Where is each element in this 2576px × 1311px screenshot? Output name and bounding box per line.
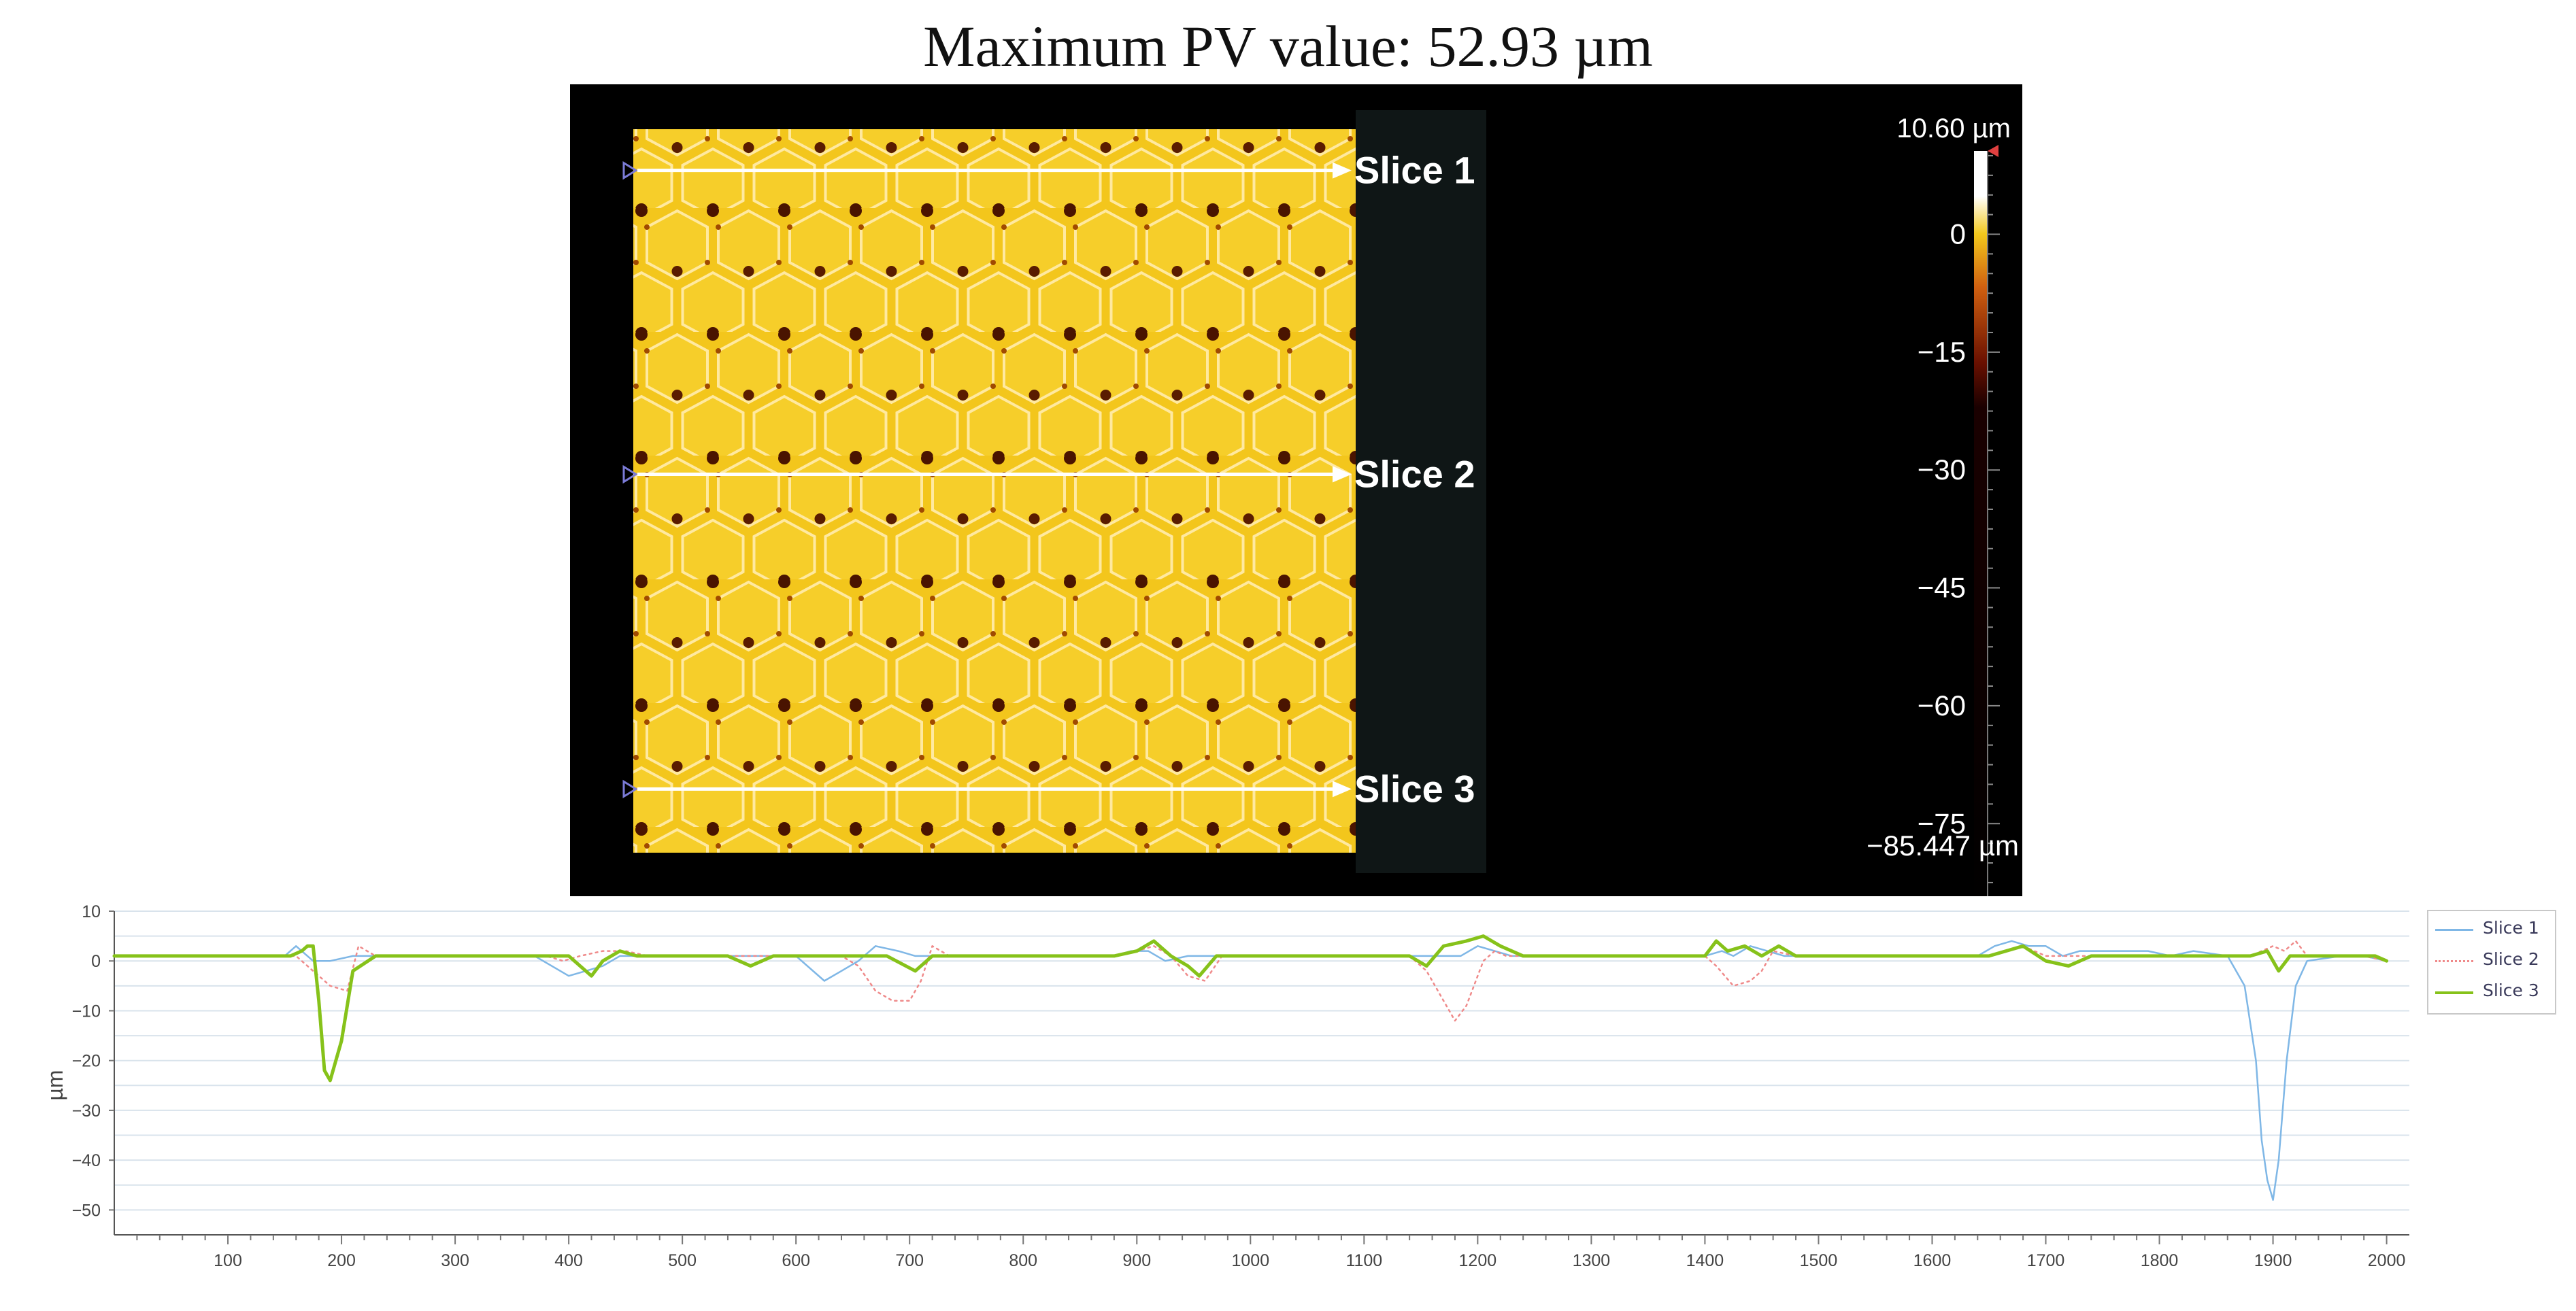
y-tick-label: −30	[72, 1102, 101, 1121]
legend-swatch-slice-2	[2435, 960, 2473, 962]
chart-legend: Slice 1 Slice 2 Slice 3	[2427, 910, 2556, 1015]
series-layer	[112, 934, 2389, 1201]
x-tick-label: 1100	[1345, 1251, 1382, 1270]
colorbar-tick-label: 0	[1950, 218, 1966, 250]
slices-layer: Slice 1 Slice 2 Slice 3	[622, 149, 1475, 810]
x-tick-label: 1600	[1913, 1251, 1952, 1270]
legend-label-slice-3: Slice 3	[2483, 981, 2539, 1000]
x-tick-label: 900	[1122, 1251, 1151, 1270]
height-map-panel: Slice 1 Slice 2 Slice 3 10.60 µm −85.447 µm…	[570, 84, 2022, 896]
x-tick-label: 700	[895, 1251, 924, 1270]
x-tick-label: 400	[554, 1251, 583, 1270]
slice-1-arrowhead	[1333, 162, 1352, 179]
x-tick-label: 1000	[1231, 1251, 1269, 1270]
colorbar: 10.60 µm −85.447 µm 0 −15 −30 −45 −60 −75	[1867, 114, 2019, 896]
slice-3-arrowhead	[1333, 781, 1352, 798]
axes-layer: 100 200 300 400 500 600 700 800 900 1000 1100 1200 1…	[72, 902, 2409, 1270]
y-tick-label: −50	[72, 1201, 101, 1220]
x-tick-label: 800	[1009, 1251, 1037, 1270]
legend-label-slice-1: Slice 1	[2483, 918, 2539, 938]
page-title: Maximum PV value: 52.93 µm	[923, 14, 1653, 79]
slice-2-arrowhead	[1333, 466, 1352, 483]
x-tick-label: 500	[668, 1251, 697, 1270]
y-tick-label: −10	[72, 1002, 101, 1021]
slice-1-label: Slice 1	[1354, 149, 1475, 192]
colorbar-tick-label: −45	[1918, 572, 1966, 604]
y-tick-label: −40	[72, 1151, 101, 1170]
height-map-image: Slice 1 Slice 2 Slice 3 10.60 µm −85.447 µm…	[622, 110, 2019, 896]
colorbar-max-marker	[1988, 145, 1998, 157]
x-tick-label: 1300	[1573, 1251, 1611, 1270]
profile-chart: 100 200 300 400 500 600 700 800 900 1000 1100 1200 1…	[43, 902, 2409, 1270]
colorbar-tick-label: −30	[1918, 454, 1966, 486]
colorbar-tick-label: −75	[1918, 807, 1966, 839]
y-tick-label: 10	[82, 902, 101, 921]
x-tick-label: 1900	[2254, 1251, 2292, 1270]
colorbar-tick-label: −15	[1918, 336, 1966, 368]
map-right-strip	[1356, 110, 1486, 873]
y-tick-label: −20	[72, 1052, 101, 1071]
x-tick-label: 600	[782, 1251, 810, 1270]
colorbar-min-label: −85.447 µm	[1867, 830, 2019, 862]
series-line-slice-2	[113, 940, 2388, 1022]
surface-area	[633, 129, 1356, 853]
x-tick-label: 1200	[1459, 1251, 1497, 1270]
slice-1-marker	[622, 160, 638, 180]
colorbar-max-label: 10.60 µm	[1896, 114, 2011, 143]
x-tick-label: 1700	[2027, 1251, 2065, 1270]
x-tick-label: 1400	[1686, 1251, 1724, 1270]
x-tick-label: 200	[327, 1251, 356, 1270]
slice-3-label: Slice 3	[1354, 767, 1475, 810]
slice-2-marker	[622, 464, 638, 484]
legend-label-slice-2: Slice 2	[2483, 949, 2539, 969]
colorbar-tick-label: −60	[1918, 689, 1966, 721]
legend-swatch-slice-3	[2435, 991, 2473, 994]
grid-layer	[114, 910, 2409, 1236]
series-line-slice-1	[113, 940, 2388, 1201]
series-line-slice-3	[112, 934, 2389, 1083]
slice-3-marker	[622, 779, 638, 799]
y-axis-label: µm	[43, 1070, 67, 1100]
x-tick-label: 2000	[2368, 1251, 2406, 1270]
x-tick-label: 1500	[1800, 1251, 1838, 1270]
x-tick-label: 100	[214, 1251, 242, 1270]
x-tick-label: 300	[441, 1251, 469, 1270]
legend-swatch-slice-1	[2435, 929, 2473, 931]
slice-2-label: Slice 2	[1354, 453, 1475, 496]
colorbar-gradient	[1974, 151, 1988, 896]
y-tick-label: 0	[91, 952, 101, 971]
x-tick-label: 1800	[2141, 1251, 2179, 1270]
